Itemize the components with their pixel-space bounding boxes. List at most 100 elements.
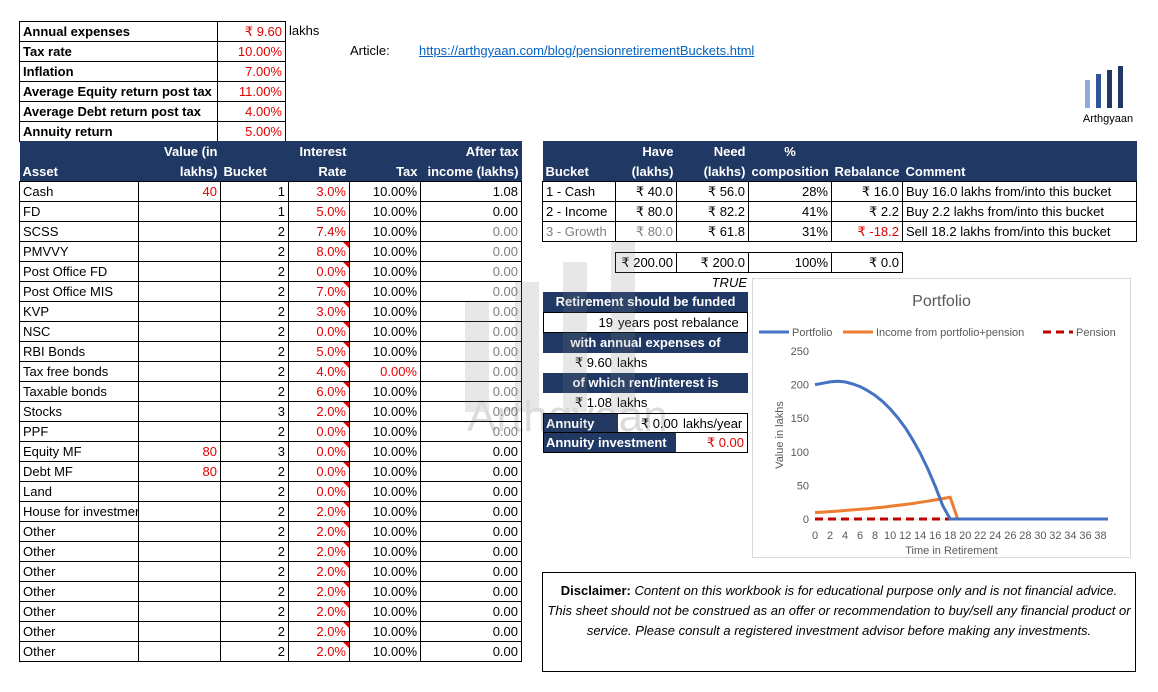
- asset-value[interactable]: [138, 320, 221, 342]
- asset-tax[interactable]: 10.00%: [349, 400, 421, 422]
- asset-value[interactable]: 80: [138, 440, 221, 462]
- asset-tax[interactable]: 10.00%: [349, 560, 421, 582]
- asset-rate[interactable]: 2.0%: [288, 500, 350, 522]
- asset-bucket[interactable]: 2: [220, 620, 289, 642]
- asset-tax[interactable]: 10.00%: [349, 280, 421, 302]
- asset-tax[interactable]: 10.00%: [349, 420, 421, 442]
- asset-rate[interactable]: 3.0%: [288, 180, 350, 202]
- asset-rate[interactable]: 7.4%: [288, 220, 350, 242]
- summary-value[interactable]: 5.00%: [216, 121, 287, 142]
- asset-tax[interactable]: 10.00%: [349, 240, 421, 262]
- asset-tax[interactable]: 10.00%: [349, 460, 421, 482]
- asset-tax[interactable]: 10.00%: [349, 440, 421, 462]
- asset-rate[interactable]: 2.0%: [288, 520, 350, 542]
- asset-value[interactable]: [138, 560, 221, 582]
- asset-tax[interactable]: 0.00%: [349, 360, 421, 382]
- asset-value[interactable]: [138, 300, 221, 322]
- asset-bucket[interactable]: 2: [220, 340, 289, 362]
- summary-value[interactable]: 10.00%: [216, 41, 287, 62]
- asset-value[interactable]: [138, 540, 221, 562]
- asset-bucket[interactable]: 2: [220, 380, 289, 402]
- asset-rate[interactable]: 2.0%: [288, 640, 350, 662]
- asset-rate[interactable]: 6.0%: [288, 380, 350, 402]
- asset-tax[interactable]: 10.00%: [349, 480, 421, 502]
- asset-tax[interactable]: 10.00%: [349, 220, 421, 242]
- asset-tax[interactable]: 10.00%: [349, 540, 421, 562]
- asset-rate[interactable]: 0.0%: [288, 440, 350, 462]
- asset-rate[interactable]: 5.0%: [288, 200, 350, 222]
- asset-value[interactable]: [138, 640, 221, 662]
- summary-value[interactable]: 4.00%: [216, 101, 287, 122]
- summary-value[interactable]: 11.00%: [216, 81, 287, 102]
- asset-rate[interactable]: 0.0%: [288, 320, 350, 342]
- asset-bucket[interactable]: 2: [220, 500, 289, 522]
- asset-bucket[interactable]: 1: [220, 180, 289, 202]
- asset-rate[interactable]: 2.0%: [288, 560, 350, 582]
- asset-bucket[interactable]: 2: [220, 280, 289, 302]
- asset-value[interactable]: [138, 520, 221, 542]
- asset-tax[interactable]: 10.00%: [349, 640, 421, 662]
- asset-value[interactable]: [138, 360, 221, 382]
- asset-bucket[interactable]: 2: [220, 300, 289, 322]
- asset-tax[interactable]: 10.00%: [349, 260, 421, 282]
- asset-tax[interactable]: 10.00%: [349, 600, 421, 622]
- asset-tax[interactable]: 10.00%: [349, 180, 421, 202]
- asset-value[interactable]: [138, 400, 221, 422]
- asset-value[interactable]: [138, 600, 221, 622]
- asset-rate[interactable]: 2.0%: [288, 540, 350, 562]
- asset-rate[interactable]: 4.0%: [288, 360, 350, 382]
- asset-bucket[interactable]: 2: [220, 360, 289, 382]
- asset-bucket[interactable]: 2: [220, 640, 289, 662]
- asset-value[interactable]: [138, 340, 221, 362]
- asset-bucket[interactable]: 2: [220, 260, 289, 282]
- asset-bucket[interactable]: 2: [220, 560, 289, 582]
- asset-bucket[interactable]: 1: [220, 200, 289, 222]
- asset-value[interactable]: [138, 620, 221, 642]
- asset-rate[interactable]: 2.0%: [288, 600, 350, 622]
- asset-value[interactable]: [138, 480, 221, 502]
- asset-tax[interactable]: 10.00%: [349, 580, 421, 602]
- asset-rate[interactable]: 3.0%: [288, 300, 350, 322]
- asset-bucket[interactable]: 2: [220, 580, 289, 602]
- asset-tax[interactable]: 10.00%: [349, 520, 421, 542]
- asset-tax[interactable]: 10.00%: [349, 340, 421, 362]
- portfolio-chart[interactable]: Portfolio Portfolio Income from portfolio+…: [752, 278, 1131, 558]
- asset-bucket[interactable]: 2: [220, 480, 289, 502]
- asset-bucket[interactable]: 2: [220, 460, 289, 482]
- asset-bucket[interactable]: 2: [220, 320, 289, 342]
- asset-value[interactable]: [138, 240, 221, 262]
- asset-rate[interactable]: 2.0%: [288, 400, 350, 422]
- asset-value[interactable]: [138, 280, 221, 302]
- asset-value[interactable]: 80: [138, 460, 221, 482]
- asset-tax[interactable]: 10.00%: [349, 300, 421, 322]
- asset-tax[interactable]: 10.00%: [349, 380, 421, 402]
- asset-value[interactable]: [138, 420, 221, 442]
- asset-rate[interactable]: 2.0%: [288, 620, 350, 642]
- article-link[interactable]: https://arthgyaan.com/blog/pensionretire…: [419, 43, 755, 58]
- asset-value[interactable]: [138, 200, 221, 222]
- asset-tax[interactable]: 10.00%: [349, 200, 421, 222]
- asset-value[interactable]: 40: [138, 180, 221, 202]
- asset-value[interactable]: [138, 260, 221, 282]
- asset-tax[interactable]: 10.00%: [349, 620, 421, 642]
- asset-rate[interactable]: 2.0%: [288, 580, 350, 602]
- asset-rate[interactable]: 8.0%: [288, 240, 350, 262]
- asset-value[interactable]: [138, 580, 221, 602]
- asset-rate[interactable]: 0.0%: [288, 460, 350, 482]
- asset-rate[interactable]: 0.0%: [288, 420, 350, 442]
- asset-value[interactable]: [138, 380, 221, 402]
- asset-bucket[interactable]: 3: [220, 440, 289, 462]
- asset-value[interactable]: [138, 500, 221, 522]
- asset-bucket[interactable]: 2: [220, 420, 289, 442]
- asset-rate[interactable]: 0.0%: [288, 480, 350, 502]
- asset-bucket[interactable]: 2: [220, 540, 289, 562]
- asset-bucket[interactable]: 2: [220, 220, 289, 242]
- asset-bucket[interactable]: 3: [220, 400, 289, 422]
- asset-tax[interactable]: 10.00%: [349, 320, 421, 342]
- asset-rate[interactable]: 5.0%: [288, 340, 350, 362]
- asset-rate[interactable]: 7.0%: [288, 280, 350, 302]
- asset-bucket[interactable]: 2: [220, 600, 289, 622]
- asset-tax[interactable]: 10.00%: [349, 500, 421, 522]
- asset-bucket[interactable]: 2: [220, 520, 289, 542]
- summary-value[interactable]: ₹ 9.60: [216, 21, 287, 42]
